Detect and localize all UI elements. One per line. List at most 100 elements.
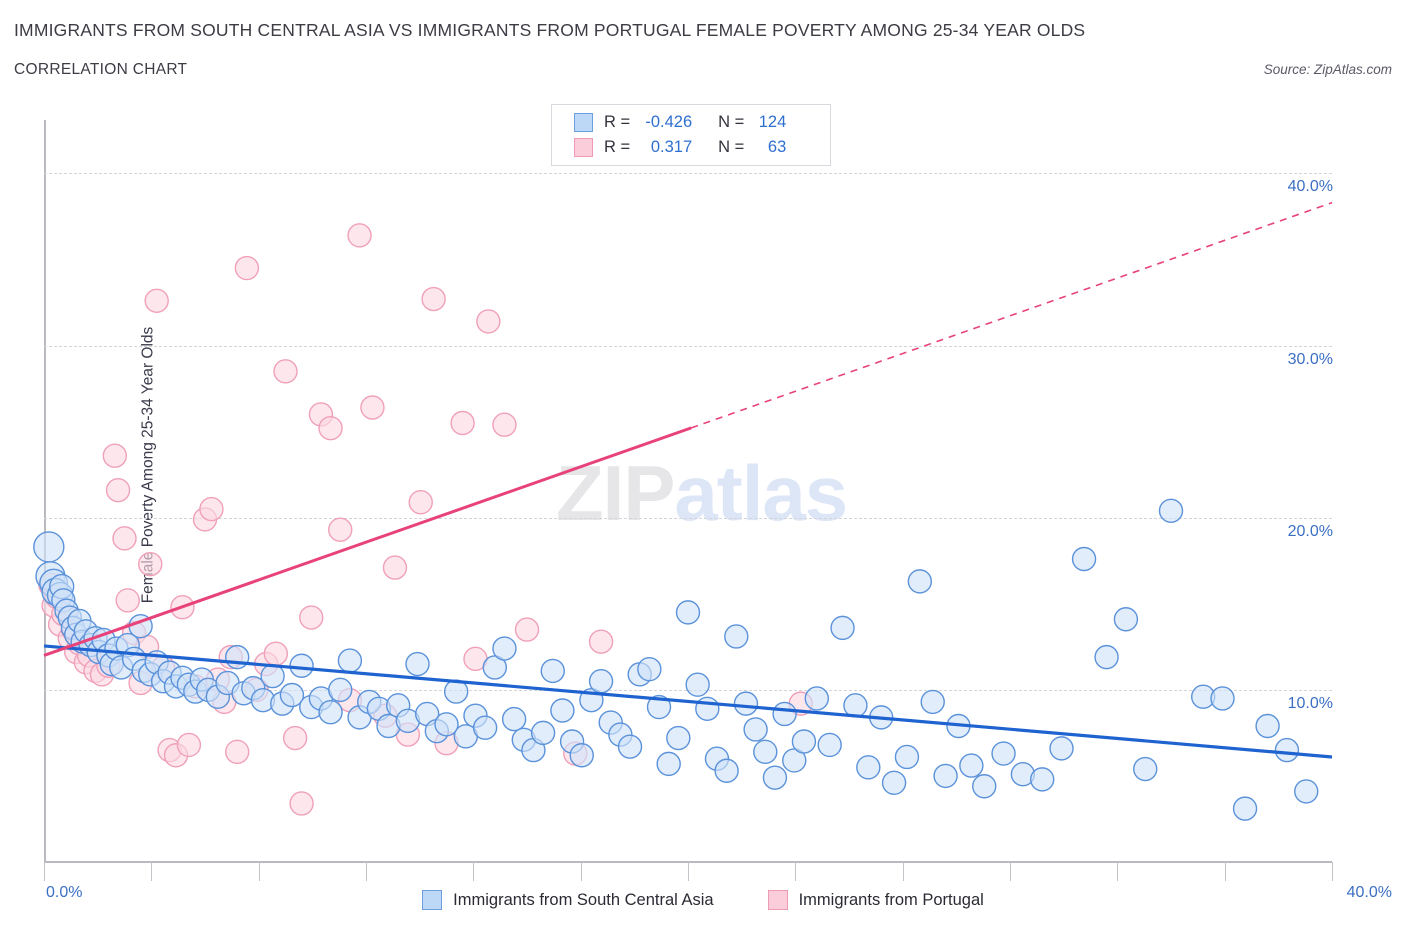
data-point xyxy=(804,686,829,711)
data-point xyxy=(933,763,958,789)
data-point xyxy=(102,443,128,468)
r-label: R = xyxy=(604,113,631,131)
data-point xyxy=(115,588,140,613)
x-axis-max-label: 40.0% xyxy=(1346,884,1392,901)
data-point xyxy=(501,706,527,732)
data-point xyxy=(724,624,749,649)
data-point xyxy=(1049,736,1074,761)
data-point xyxy=(328,517,353,542)
data-point xyxy=(991,741,1016,766)
data-point xyxy=(1071,546,1097,572)
data-point xyxy=(492,412,517,437)
r-value: -0.426 xyxy=(645,113,693,131)
data-point xyxy=(772,701,797,727)
x-axis-tick xyxy=(151,862,153,881)
data-point xyxy=(176,732,202,758)
data-point xyxy=(1210,686,1235,711)
data-point xyxy=(224,644,250,670)
x-axis-tick xyxy=(473,862,475,881)
y-axis-line xyxy=(44,120,46,862)
data-point xyxy=(382,555,408,580)
series-swatch xyxy=(574,113,593,132)
page-title: IMMIGRANTS FROM SOUTH CENTRAL ASIA VS IM… xyxy=(14,20,1086,40)
x-axis-tick xyxy=(1224,862,1226,881)
data-point xyxy=(1294,779,1319,804)
data-point xyxy=(675,600,701,625)
data-point xyxy=(791,729,817,754)
data-point xyxy=(550,698,575,723)
data-point xyxy=(138,551,163,577)
data-point xyxy=(753,739,778,765)
data-point xyxy=(514,617,540,642)
data-point xyxy=(656,751,681,777)
data-point xyxy=(1030,767,1055,792)
data-point xyxy=(695,696,720,721)
correlation-stat-row: R = 0.317 N = 63 xyxy=(574,135,830,160)
data-point xyxy=(224,739,250,765)
data-point xyxy=(1133,756,1158,782)
legend-item[interactable]: Immigrants from Portugal xyxy=(767,890,984,910)
legend-label: Immigrants from South Central Asia xyxy=(453,890,714,909)
data-point xyxy=(762,765,788,790)
trend-line xyxy=(43,644,1333,759)
data-point xyxy=(337,648,363,673)
data-point xyxy=(450,410,475,436)
data-point xyxy=(920,689,945,715)
data-point xyxy=(289,791,314,816)
data-point xyxy=(1255,713,1280,739)
data-point xyxy=(434,712,459,737)
y-axis-tick-label: 10.0% xyxy=(1287,694,1333,712)
x-axis-tick xyxy=(1117,862,1119,881)
data-point xyxy=(588,629,614,654)
x-axis-min-label: 0.0% xyxy=(46,884,83,901)
gridline xyxy=(44,173,1332,175)
data-point xyxy=(907,569,933,594)
data-point xyxy=(743,717,768,742)
x-axis-tick xyxy=(688,862,689,881)
r-label: R = xyxy=(604,138,631,156)
x-axis-tick xyxy=(580,862,582,881)
series-swatch xyxy=(574,138,593,157)
series-points xyxy=(38,223,813,816)
y-axis-tick-label: 30.0% xyxy=(1287,350,1333,368)
data-point xyxy=(299,605,324,630)
data-point xyxy=(894,744,920,770)
data-point xyxy=(637,656,662,682)
data-point xyxy=(1158,498,1184,523)
data-point xyxy=(360,395,385,420)
data-point xyxy=(666,725,691,751)
data-point xyxy=(260,663,285,689)
data-point xyxy=(328,677,353,703)
data-point xyxy=(318,415,343,441)
x-axis-tick xyxy=(795,862,797,881)
data-point xyxy=(588,669,614,694)
data-point xyxy=(685,672,710,697)
data-point xyxy=(972,774,997,799)
x-axis-line xyxy=(44,861,1332,863)
data-point xyxy=(733,691,759,716)
data-point xyxy=(569,743,594,768)
data-point xyxy=(881,770,907,796)
data-point xyxy=(318,700,343,725)
trend-line xyxy=(43,426,692,657)
data-point xyxy=(617,734,643,759)
y-axis-tick-label: 20.0% xyxy=(1287,522,1333,540)
data-point xyxy=(1232,796,1258,821)
n-label: N = xyxy=(718,138,745,156)
x-axis-tick xyxy=(1010,862,1011,881)
x-axis-tick xyxy=(366,862,367,881)
data-point xyxy=(33,531,65,563)
data-point xyxy=(282,725,308,751)
legend-item[interactable]: Immigrants from South Central Asia xyxy=(422,890,714,910)
scatter-plot xyxy=(33,201,1333,821)
data-point xyxy=(408,489,433,515)
data-point xyxy=(112,526,137,551)
data-point xyxy=(646,694,672,720)
data-point xyxy=(472,715,498,740)
legend-swatch xyxy=(422,890,443,910)
data-point xyxy=(421,286,446,312)
legend-swatch xyxy=(767,890,788,910)
chart-subtitle: CORRELATION CHART xyxy=(14,61,188,78)
gridline xyxy=(44,517,1332,519)
